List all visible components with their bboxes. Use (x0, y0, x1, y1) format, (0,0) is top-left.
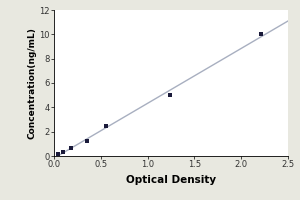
Point (60, 151, 65, 154)
Point (56, 153, 61, 156)
Point (259, 33, 263, 36)
Point (104, 124, 109, 127)
Point (168, 94, 172, 97)
Point (85, 139, 89, 142)
Point (68, 147, 73, 150)
Y-axis label: Concentration(ng/mL): Concentration(ng/mL) (28, 27, 37, 139)
X-axis label: Optical Density: Optical Density (126, 175, 216, 185)
